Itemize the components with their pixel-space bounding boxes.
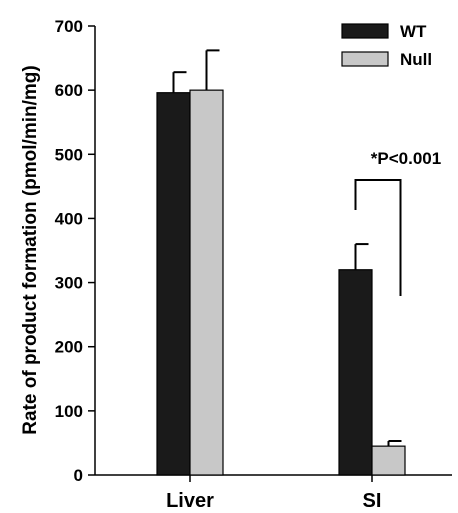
significance-annotation: *P<0.001: [371, 149, 441, 168]
y-tick-label: 200: [55, 338, 83, 357]
y-tick-label: 400: [55, 209, 83, 228]
y-tick-label: 700: [55, 17, 83, 36]
plot-area: 0 100 200 300 400 500 600 700 Liver SI: [55, 17, 452, 512]
legend-swatch-null: [341, 51, 389, 67]
legend-swatch-wt: [341, 23, 389, 39]
significance-bracket: [354, 179, 402, 296]
y-tick-label: 500: [55, 145, 83, 164]
y-tick-label: 0: [74, 466, 83, 485]
x-tick-label-liver: Liver: [166, 490, 214, 512]
y-tick-label: 300: [55, 274, 83, 293]
bar-wt-si: [338, 269, 373, 476]
bar-null-si: [371, 445, 406, 476]
y-tick-label: 100: [55, 402, 83, 421]
bar-null-liver: [189, 89, 224, 476]
y-axis-title: Rate of product formation (pmol/min/mg): [20, 65, 41, 434]
legend: WT Null: [341, 22, 432, 69]
x-tick-label-si: SI: [363, 490, 382, 512]
bar-wt-liver: [156, 92, 191, 476]
legend-label-wt: WT: [400, 22, 427, 41]
y-tick-label: 600: [55, 81, 83, 100]
legend-label-null: Null: [400, 50, 432, 69]
